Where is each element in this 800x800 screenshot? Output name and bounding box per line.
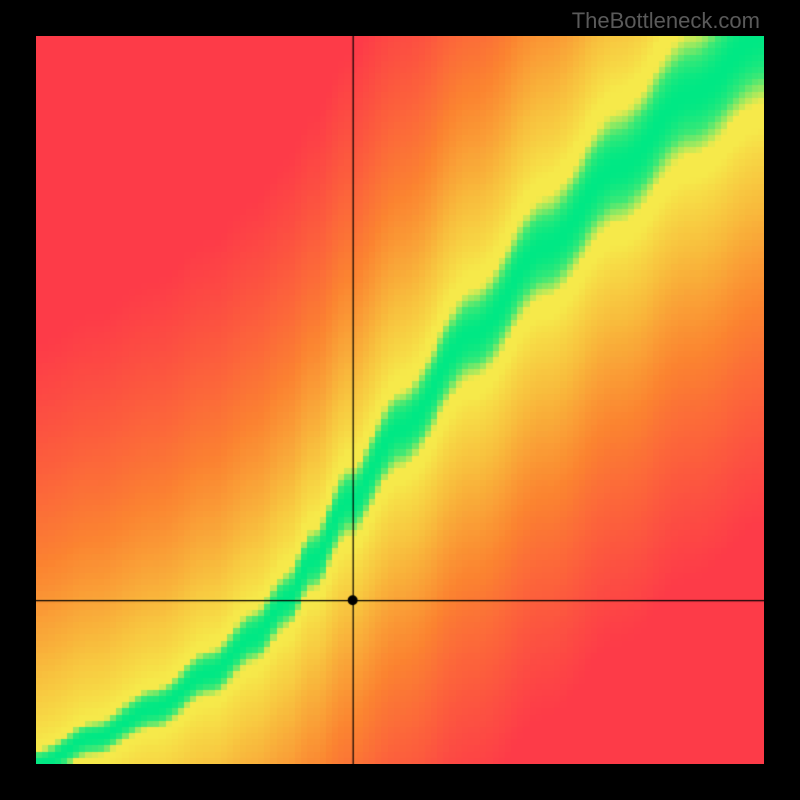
crosshair-overlay: [36, 36, 764, 764]
heatmap-plot-area: [36, 36, 764, 764]
watermark-text: TheBottleneck.com: [572, 8, 760, 34]
